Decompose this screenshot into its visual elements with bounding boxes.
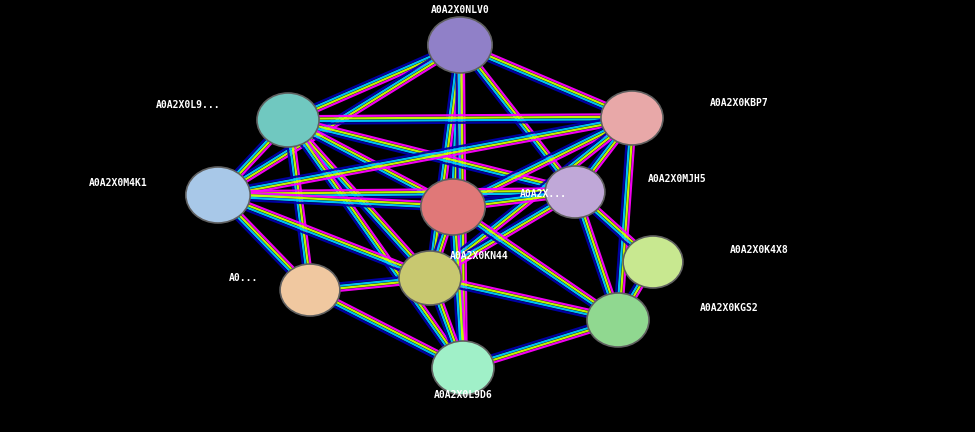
Ellipse shape [432, 341, 494, 395]
Text: A0A2X0M4K1: A0A2X0M4K1 [90, 178, 148, 188]
Text: A0A2X0MJH5: A0A2X0MJH5 [648, 174, 707, 184]
Text: A0A2X0KN44: A0A2X0KN44 [450, 251, 509, 261]
Ellipse shape [601, 91, 663, 145]
Ellipse shape [399, 251, 461, 305]
Text: A0A2X0K4X8: A0A2X0K4X8 [730, 245, 789, 255]
Text: A0...: A0... [228, 273, 258, 283]
Ellipse shape [186, 167, 251, 223]
Text: A0A2X0NLV0: A0A2X0NLV0 [431, 5, 489, 15]
Ellipse shape [280, 264, 340, 316]
Ellipse shape [623, 236, 682, 288]
Ellipse shape [587, 293, 649, 347]
Ellipse shape [545, 166, 604, 218]
Text: A0A2X0L9...: A0A2X0L9... [155, 100, 220, 110]
Ellipse shape [421, 179, 486, 235]
Text: A0A2X0KGS2: A0A2X0KGS2 [700, 303, 759, 313]
Text: A0A2X...: A0A2X... [520, 189, 567, 199]
Ellipse shape [257, 93, 319, 147]
Text: A0A2X0KBP7: A0A2X0KBP7 [710, 98, 768, 108]
Text: A0A2X0L9D6: A0A2X0L9D6 [434, 390, 492, 400]
Ellipse shape [428, 17, 492, 73]
